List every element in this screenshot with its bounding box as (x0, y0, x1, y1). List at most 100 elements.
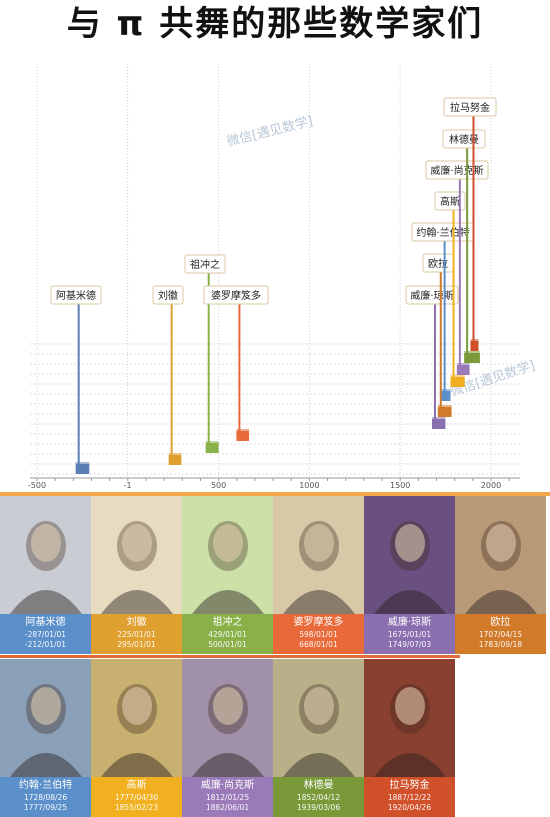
card-name: 欧拉 (490, 617, 511, 628)
death-date: 500/01/01 (208, 640, 247, 649)
timeline-label: 婆罗摩笈多 (211, 289, 261, 302)
engraving-portrait-icon (0, 659, 91, 777)
timeline-label: 阿基米德 (56, 289, 96, 302)
timeline-chart: -500 -1 500 1000 1500 2000微信[遇见数学]微信[遇见数学]阿基米… (28, 64, 537, 488)
card-caption: 祖冲之 429/01/01 500/01/01 (182, 614, 273, 654)
photo-portrait-icon (364, 659, 455, 777)
timeline-label: 欧拉 (428, 257, 448, 270)
duration-bar-cap (450, 375, 465, 377)
birth-date: 225/01/01 (117, 630, 156, 639)
label-box (443, 97, 497, 117)
duration-bar (441, 391, 451, 401)
card-name: 婆罗摩笈多 (293, 617, 344, 628)
label-box (203, 285, 269, 305)
mathematician-card: 婆罗摩笈多 598/01/01 668/01/01 (273, 496, 364, 654)
oil-portrait-icon (364, 496, 455, 614)
timeline-label: 约翰·兰伯特 (416, 226, 469, 239)
card-caption: 阿基米德 -287/01/01 -212/01/01 (0, 614, 91, 654)
mathematician-card: 高斯 1777/04/30 1855/02/23 (91, 659, 182, 817)
card-name: 约翰·兰伯特 (18, 780, 73, 791)
card-name: 拉马努金 (389, 780, 430, 791)
engraving-portrait-icon (91, 659, 182, 777)
x-tick-label: -1 (124, 481, 132, 488)
duration-bar-cap (464, 351, 480, 353)
duration-bar-cap (75, 462, 90, 464)
mathematician-card: 威廉·琼斯 1675/01/01 1749/07/03 (364, 496, 455, 654)
duration-bar-cap (456, 363, 470, 365)
death-date: 1855/02/23 (114, 803, 159, 812)
label-box (152, 285, 184, 305)
label-box (442, 129, 486, 149)
x-tick-label: 500 (211, 481, 226, 488)
card-name: 威廉·琼斯 (387, 617, 432, 628)
timeline-label: 威廉·琼斯 (410, 289, 453, 302)
timeline-label: 高斯 (440, 195, 460, 208)
card-name: 林德曼 (303, 780, 334, 791)
birth-date: 1675/01/01 (387, 630, 432, 639)
death-date: -212/01/01 (24, 640, 67, 649)
duration-bar (450, 377, 465, 387)
card-caption: 威廉·琼斯 1675/01/01 1749/07/03 (364, 614, 455, 654)
timeline-label: 林德曼 (449, 133, 479, 146)
card-name: 祖冲之 (212, 617, 243, 628)
coin-portrait-icon (0, 496, 91, 614)
x-tick-label: 1000 (299, 481, 319, 488)
painted-portrait-icon (182, 496, 273, 614)
duration-bar (437, 407, 452, 417)
card-caption: 刘徽 225/01/01 295/01/01 (91, 614, 182, 654)
duration-bar-cap (205, 441, 219, 443)
card-caption: 婆罗摩笈多 598/01/01 668/01/01 (273, 614, 364, 654)
birth-date: -287/01/01 (24, 630, 67, 639)
birth-date: 1852/04/12 (296, 793, 341, 802)
card-name: 刘徽 (126, 617, 147, 628)
card-name: 阿基米德 (25, 617, 66, 628)
death-date: 1920/04/26 (387, 803, 432, 812)
label-box (434, 191, 466, 211)
birth-date: 1812/01/25 (205, 793, 250, 802)
duration-bar-cap (437, 405, 452, 407)
card-name: 威廉·尚克斯 (200, 780, 255, 791)
duration-bar-cap (168, 453, 182, 455)
death-date: 1939/03/06 (296, 803, 341, 812)
birth-date: 598/01/01 (299, 630, 338, 639)
card-caption: 威廉·尚克斯 1812/01/25 1882/06/01 (182, 777, 273, 817)
death-date: 295/01/01 (117, 640, 156, 649)
mathematician-card: 欧拉 1707/04/15 1783/09/18 (455, 496, 546, 654)
section-divider (0, 492, 550, 496)
mathematician-card: 约翰·兰伯特 1728/08/26 1777/09/25 (0, 659, 91, 817)
birth-date: 1707/04/15 (478, 630, 523, 639)
duration-bar (456, 365, 470, 375)
duration-bar (470, 341, 479, 351)
row-divider (0, 655, 460, 658)
duration-bar-cap (431, 417, 446, 419)
timeline-label: 拉马努金 (450, 101, 490, 114)
duration-bar (464, 353, 480, 363)
duration-bar (205, 443, 219, 453)
photo-portrait-icon (182, 659, 273, 777)
mathematician-card: 林德曼 1852/04/12 1939/03/06 (273, 659, 364, 817)
mathematician-card: 祖冲之 429/01/01 500/01/01 (182, 496, 273, 654)
timeline-label: 刘徽 (158, 289, 178, 302)
card-caption: 约翰·兰伯特 1728/08/26 1777/09/25 (0, 777, 91, 817)
duration-bar (168, 455, 182, 465)
photo-portrait-icon (273, 659, 364, 777)
death-date: 1783/09/18 (478, 640, 523, 649)
x-tick-label: 2000 (481, 481, 501, 488)
mathematician-card: 刘徽 225/01/01 295/01/01 (91, 496, 182, 654)
duration-bar-cap (236, 429, 250, 431)
x-tick-label: -500 (28, 481, 46, 488)
oil-portrait-icon (455, 496, 546, 614)
mathematician-card: 拉马努金 1887/12/22 1920/04/26 (364, 659, 455, 817)
watermark-text: 微信[遇见数学] (225, 113, 314, 150)
card-caption: 高斯 1777/04/30 1855/02/23 (91, 777, 182, 817)
birth-date: 1887/12/22 (387, 793, 432, 802)
ink-portrait-icon (91, 496, 182, 614)
timeline-label: 威廉·尚克斯 (430, 164, 483, 177)
x-tick-label: 1500 (390, 481, 410, 488)
duration-bar (431, 419, 446, 429)
card-caption: 拉马努金 1887/12/22 1920/04/26 (364, 777, 455, 817)
timeline-label: 祖冲之 (190, 258, 220, 271)
label-box (184, 254, 226, 274)
birth-date: 429/01/01 (208, 630, 247, 639)
duration-bar (75, 464, 90, 474)
